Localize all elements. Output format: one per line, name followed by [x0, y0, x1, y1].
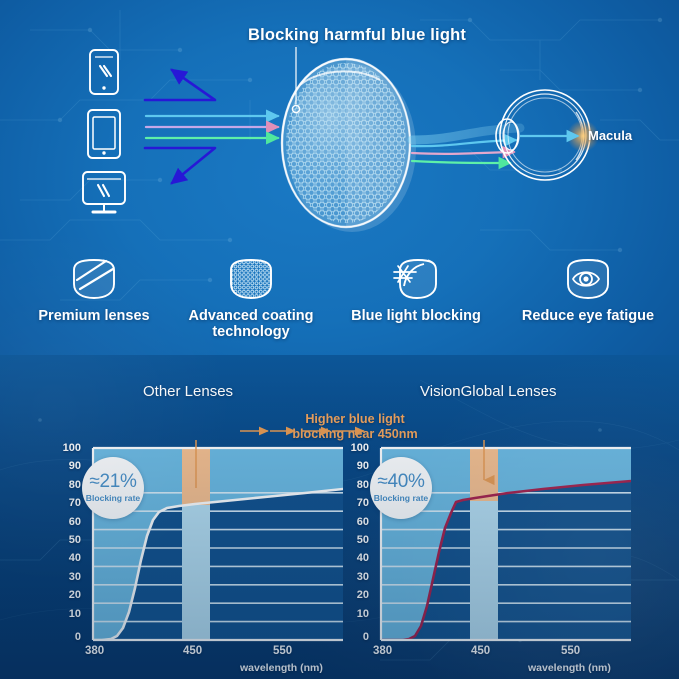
y-tick-label: 10	[68, 608, 81, 620]
y-tick-label: 0	[362, 631, 369, 643]
y-tick-label: 80	[356, 479, 369, 491]
blocking-rate-value: ≈21%	[89, 471, 137, 493]
lens-graphic	[280, 57, 416, 232]
x-tick-label: 550	[561, 645, 581, 657]
x-axis-title: wavelength (nm)	[240, 662, 323, 674]
feature-label: Advanced coating technology	[188, 308, 314, 341]
hero-diagram-svg	[82, 47, 599, 232]
curve-other-lenses	[93, 487, 343, 640]
y-tick-label: 90	[68, 460, 81, 472]
macula-label: Macula	[588, 128, 633, 143]
y-tick-label: 80	[68, 479, 81, 491]
feature-row: Premium lenses Advanced coating technolo…	[0, 250, 679, 355]
x-tick-label: 380	[373, 645, 393, 657]
y-tick-label: 40	[356, 552, 369, 564]
y-tick-label: 70	[356, 497, 369, 509]
hero-title: Blocking harmful blue light	[248, 26, 467, 44]
coating-mesh-icon	[166, 250, 336, 308]
feature-item-premium-lenses: Premium lenses	[9, 250, 179, 324]
y-tick-label: 10	[356, 608, 369, 620]
x-tick-label: 550	[273, 645, 293, 657]
blocking-rate-caption: Blocking rate	[85, 493, 141, 504]
chart-title-other-lenses: Other Lenses	[143, 383, 234, 400]
transmitted-beams	[407, 123, 525, 170]
y-tick-label: 60	[68, 516, 81, 528]
feature-label: Reduce eye fatigue	[521, 308, 655, 324]
feature-label: Blue light blocking	[351, 308, 481, 324]
y-tick-label: 50	[68, 534, 81, 546]
blocking-rate-badge: ≈21% Blocking rate	[82, 457, 144, 519]
y-tick-label: 30	[68, 571, 81, 583]
annotation-arrows	[240, 426, 365, 436]
lens-callout	[291, 47, 301, 114]
y-tick-label: 90	[356, 460, 369, 472]
monitor-icon	[82, 171, 126, 214]
smartphone-icon	[89, 49, 119, 95]
macula-glow	[567, 120, 599, 152]
blocking-rate-caption: Blocking rate	[373, 493, 429, 504]
curve-visionglobal-lenses	[381, 479, 631, 640]
y-tick-label: 40	[68, 552, 81, 564]
y-tick-label: 50	[356, 534, 369, 546]
x-tick-label: 450	[471, 645, 491, 657]
premium-lens-icon	[9, 250, 179, 308]
x-axis-title: wavelength (nm)	[528, 662, 611, 674]
incoming-light-rays	[144, 109, 280, 145]
chart-other-lenses: 100 90 80 70 60 50 40 30 20 10 0 380 450…	[55, 422, 350, 674]
y-tick-label: 0	[74, 631, 81, 643]
blocking-rate-badge: ≈40% Blocking rate	[370, 457, 432, 519]
feature-item-advanced-coating: Advanced coating technology	[166, 250, 336, 340]
y-tick-label: 30	[356, 571, 369, 583]
hero-illustration: Blocking harmful blue light Macula	[0, 0, 679, 250]
feature-item-reduce-eye-fatigue: Reduce eye fatigue	[503, 250, 673, 324]
y-tick-label: 60	[356, 516, 369, 528]
y-tick-label: 70	[68, 497, 81, 509]
plot-area-dark	[381, 481, 631, 640]
y-tick-label: 100	[350, 442, 369, 454]
blocked-light-arrows	[143, 68, 217, 185]
y-tick-label: 100	[62, 442, 81, 454]
blocking-rate-value: ≈40%	[377, 471, 425, 493]
x-tick-label: 380	[85, 645, 105, 657]
plot-area-dark	[93, 489, 343, 640]
x-tick-label: 450	[183, 645, 203, 657]
y-tick-label: 20	[356, 589, 369, 601]
feature-item-blue-light-blocking: Blue light blocking	[331, 250, 501, 324]
tablet-icon	[87, 109, 121, 159]
y-tick-label: 20	[68, 589, 81, 601]
chart-title-visionglobal-lenses: VisionGlobal Lenses	[420, 383, 557, 400]
feature-label: Premium lenses	[38, 308, 150, 324]
blue-block-icon	[331, 250, 501, 308]
eye-icon	[503, 250, 673, 308]
chart-visionglobal-lenses: 100 90 80 70 60 50 40 30 20 10 0 380 450…	[343, 422, 639, 674]
